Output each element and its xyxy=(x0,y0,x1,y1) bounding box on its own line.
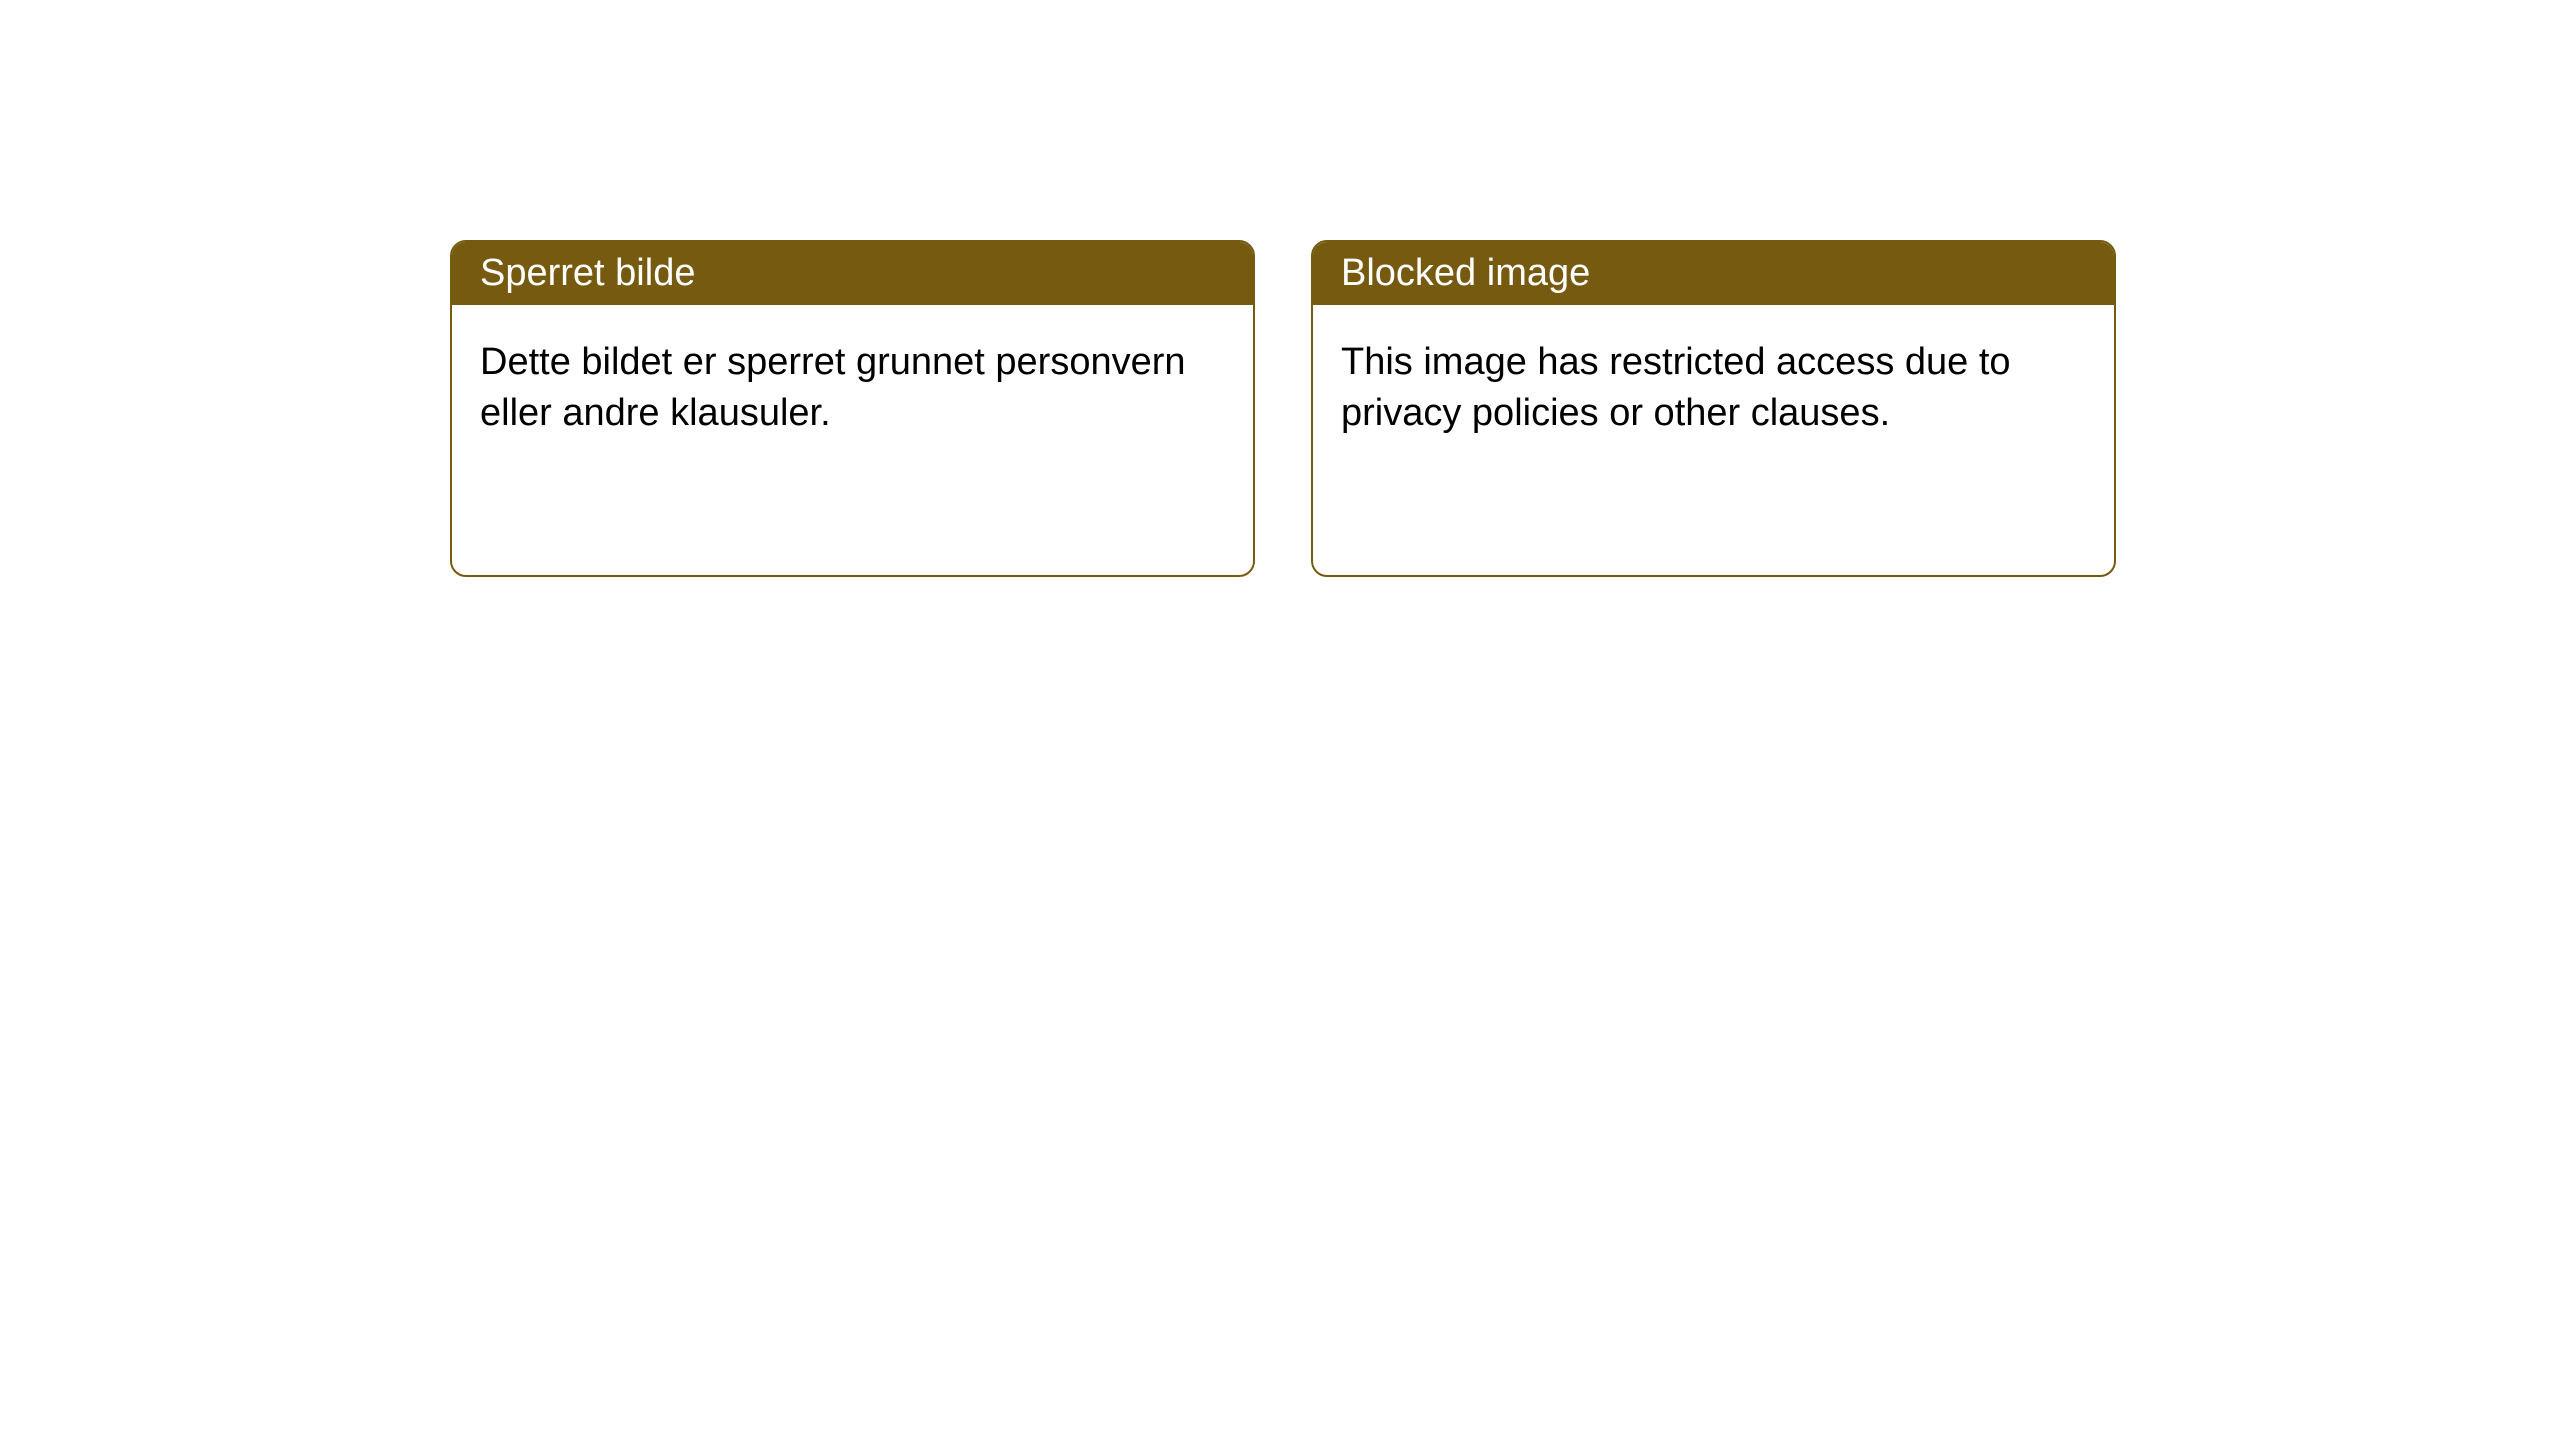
card-body: This image has restricted access due to … xyxy=(1313,305,2114,575)
notice-card-norwegian: Sperret bilde Dette bildet er sperret gr… xyxy=(450,240,1255,577)
card-header: Blocked image xyxy=(1313,242,2114,305)
card-body-text: Dette bildet er sperret grunnet personve… xyxy=(480,341,1186,434)
card-body: Dette bildet er sperret grunnet personve… xyxy=(452,305,1253,575)
card-header: Sperret bilde xyxy=(452,242,1253,305)
card-title: Sperret bilde xyxy=(480,252,695,294)
notice-card-english: Blocked image This image has restricted … xyxy=(1311,240,2116,577)
card-body-text: This image has restricted access due to … xyxy=(1341,341,2011,434)
card-title: Blocked image xyxy=(1341,252,1590,294)
notice-cards-container: Sperret bilde Dette bildet er sperret gr… xyxy=(450,240,2116,577)
